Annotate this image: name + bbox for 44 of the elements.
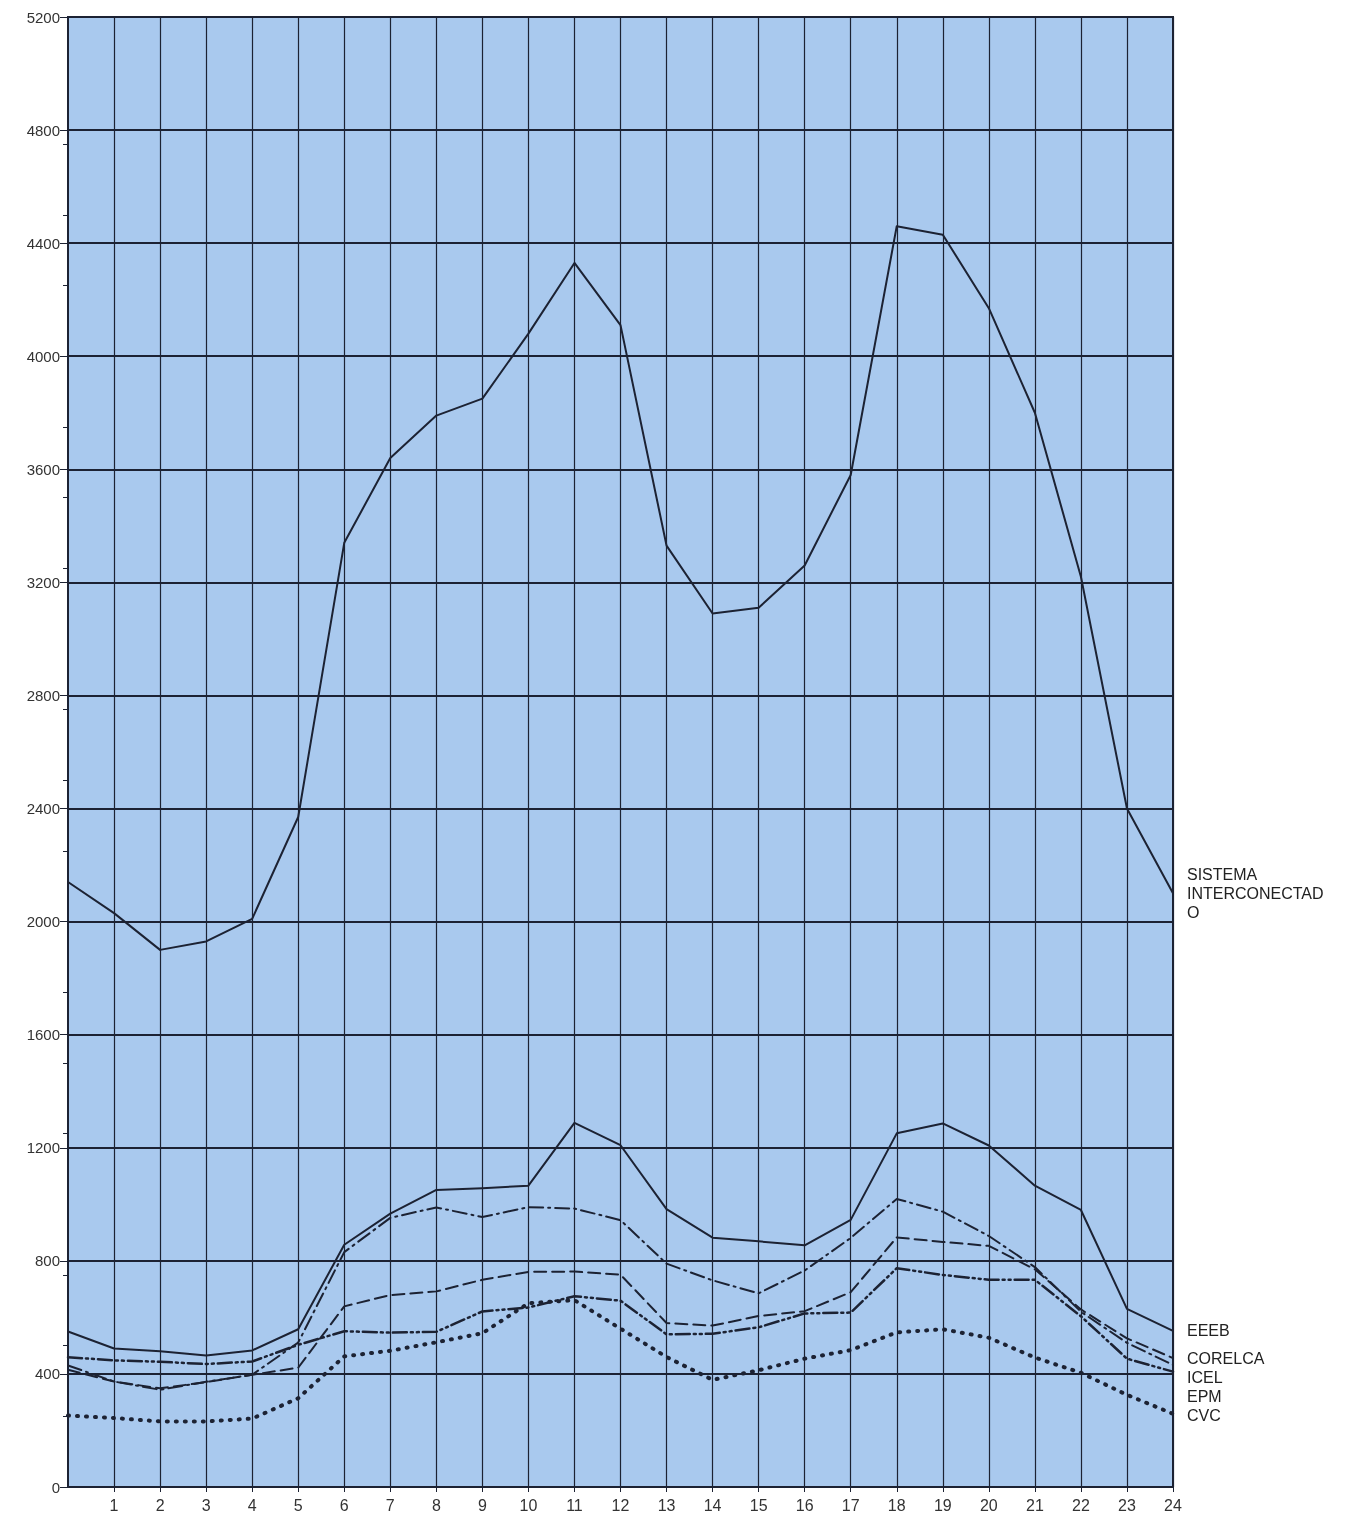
series-label: SISTEMA INTERCONECTADO	[1187, 865, 1324, 921]
x-tick-label: 18	[887, 1496, 906, 1514]
x-tick-label: 13	[657, 1496, 676, 1514]
series-label: EPM	[1187, 1387, 1222, 1405]
y-tick-label: 0	[51, 1478, 60, 1496]
x-tick-label: 10	[519, 1496, 538, 1514]
x-tick-label: 11	[566, 1496, 583, 1514]
series-label: EEEB	[1187, 1322, 1230, 1340]
x-tick-label: 15	[749, 1496, 768, 1514]
x-tick-label: 14	[703, 1496, 722, 1514]
y-tick-label: 1600	[26, 1026, 60, 1044]
y-tick-label: 3200	[26, 573, 60, 591]
x-tick-label: 20	[979, 1496, 998, 1514]
x-tick-label: 3	[201, 1496, 211, 1514]
x-tick-label: 4	[247, 1496, 257, 1514]
series-label: ICEL	[1187, 1368, 1223, 1386]
y-tick-label: 4000	[26, 347, 60, 365]
y-tick-label: 400	[34, 1365, 60, 1383]
x-tick-label: 22	[1072, 1496, 1090, 1514]
x-tick-label: 9	[477, 1496, 487, 1514]
y-tick-label: 1200	[26, 1139, 60, 1157]
x-tick-label: 16	[795, 1496, 814, 1514]
y-tick-label: 3600	[26, 460, 60, 478]
y-tick-label: 4800	[26, 121, 60, 139]
x-tick-label: 8	[431, 1496, 441, 1514]
x-tick-label: 2	[155, 1496, 165, 1514]
x-tick-label: 17	[841, 1496, 860, 1514]
y-tick-label: 5200	[26, 8, 60, 26]
y-tick-label: 2800	[26, 686, 60, 704]
x-tick-label: 7	[385, 1496, 395, 1514]
x-tick-label: 12	[611, 1496, 630, 1514]
x-tick-label: 21	[1025, 1496, 1044, 1514]
y-tick-label: 800	[34, 1252, 60, 1270]
y-tick-label: 2000	[26, 913, 60, 931]
x-tick-label: 19	[933, 1496, 952, 1514]
x-tick-label: 6	[339, 1496, 349, 1514]
x-tick-label: 24	[1164, 1496, 1182, 1514]
x-tick-label: 1	[109, 1496, 119, 1514]
y-tick-label: 2400	[26, 800, 60, 818]
series-label: CVC	[1187, 1406, 1221, 1424]
y-tick-label: 4400	[26, 234, 60, 252]
x-tick-label: 23	[1118, 1496, 1136, 1514]
x-tick-label: 5	[293, 1496, 303, 1514]
series-label: CORELCA	[1187, 1349, 1265, 1367]
